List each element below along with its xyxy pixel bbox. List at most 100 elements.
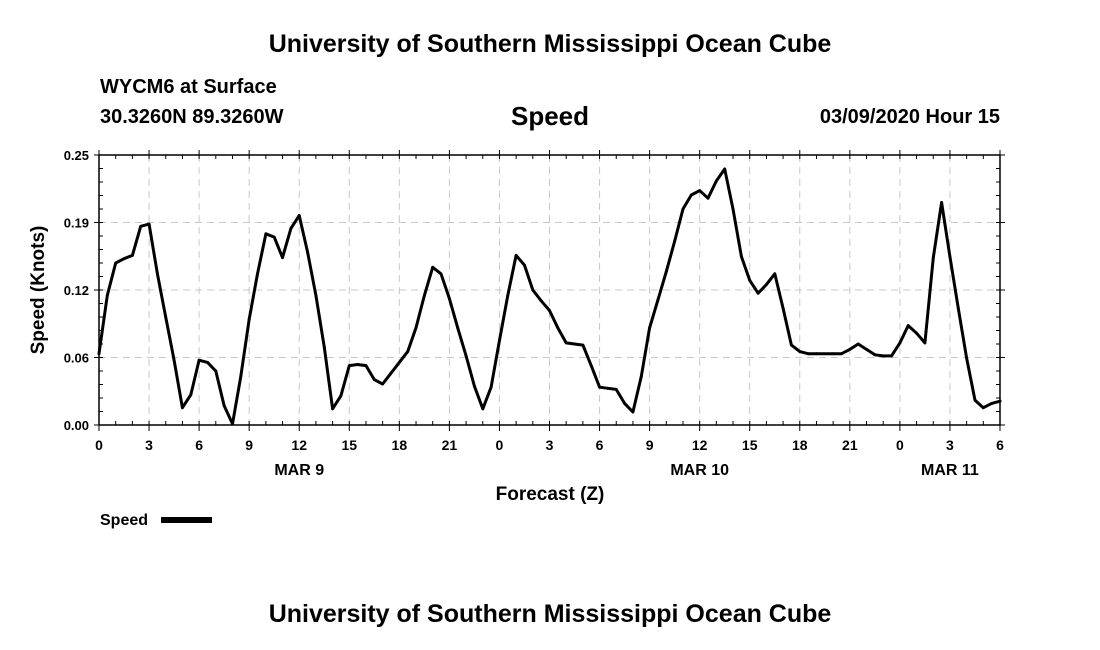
speed-data-point <box>740 255 743 258</box>
speed-data-point <box>815 352 818 356</box>
x-tick-label: 15 <box>742 437 758 453</box>
speed-data-point <box>606 386 610 390</box>
speed-data-point <box>973 398 977 402</box>
speed-data-point <box>990 402 994 405</box>
speed-data-point <box>706 196 710 200</box>
speed-data-point <box>431 265 435 269</box>
plot-frame <box>98 154 1001 426</box>
x-tick-label: 0 <box>95 437 103 453</box>
x-tick-label: 0 <box>496 437 504 453</box>
speed-data-point <box>331 407 334 411</box>
speed-data-point <box>131 254 134 257</box>
grid-lines <box>99 155 1000 425</box>
speed-data-point <box>840 352 843 356</box>
x-tick-label: 18 <box>392 437 408 453</box>
speed-data-point <box>473 384 476 388</box>
speed-data-point <box>97 352 101 356</box>
parameter-title: Speed <box>510 101 590 131</box>
speed-data-point <box>339 394 343 398</box>
speed-data-point <box>239 375 243 378</box>
speed-data-point <box>523 263 526 267</box>
x-tick-label: 6 <box>596 437 604 453</box>
x-tick-label: 12 <box>291 437 307 453</box>
x-tick-label: 3 <box>145 437 153 453</box>
speed-data-point <box>998 399 1002 403</box>
speed-data-point <box>848 348 852 351</box>
speed-data-point <box>414 326 418 330</box>
speed-data-point <box>873 353 877 357</box>
speed-data-point <box>139 224 143 228</box>
speed-data-point <box>581 343 585 347</box>
speed-data-point <box>765 283 768 286</box>
speed-data-point <box>831 352 835 356</box>
issued-time-label: 03/09/2020 Hour 15 <box>819 106 1000 128</box>
speed-data-point <box>347 364 351 367</box>
x-axis-title: Forecast (Z) <box>496 484 605 505</box>
speed-data-point <box>506 294 510 297</box>
speed-data-point <box>656 298 660 302</box>
speed-data-point <box>573 342 576 346</box>
speed-data-point <box>364 364 368 367</box>
speed-series-line <box>97 167 1002 426</box>
speed-data-point <box>423 294 426 297</box>
speed-data-point <box>297 214 301 217</box>
speed-data-point <box>790 343 793 347</box>
speed-data-point <box>306 250 309 254</box>
speed-data-point <box>498 339 501 343</box>
speed-data-point <box>906 324 910 327</box>
speed-data-point <box>231 422 234 426</box>
speed-data-point <box>247 317 251 321</box>
speed-data-point <box>539 299 543 303</box>
x-tick-label: 3 <box>946 437 954 453</box>
speed-data-point <box>531 288 535 292</box>
speed-data-point <box>589 364 593 367</box>
speed-data-point <box>172 358 176 362</box>
speed-data-point <box>156 272 159 276</box>
x-tick-label: 6 <box>195 437 203 453</box>
speed-data-point <box>940 201 943 204</box>
speed-data-point <box>448 297 451 300</box>
x-tick-label: 12 <box>692 437 708 453</box>
speed-data-point <box>748 278 752 282</box>
speed-data-point <box>189 393 193 397</box>
speed-data-point <box>881 354 885 358</box>
speed-data-point <box>464 354 468 358</box>
speed-data-point <box>322 345 326 349</box>
speed-data-point <box>489 385 493 389</box>
speed-data-point <box>564 341 568 345</box>
x-tick-label: 18 <box>792 437 808 453</box>
y-tick-label: 0.19 <box>64 216 89 231</box>
speed-data-point <box>122 257 126 261</box>
x-tick-label: 15 <box>341 437 357 453</box>
axis-labels: 0.00 0.06 0.12 0.19 0.25 0 3 6 9 12 15 18 21 0 3 6 9 12 15… <box>64 148 1004 479</box>
speed-data-point <box>264 232 268 236</box>
speed-data-point <box>715 179 718 183</box>
page-title: University of Southern Mississippi Ocean… <box>268 30 832 58</box>
speed-data-point <box>372 378 376 381</box>
speed-data-point <box>664 270 668 273</box>
speed-data-point <box>698 189 702 193</box>
speed-data-point <box>631 410 635 414</box>
speed-data-point <box>114 261 118 265</box>
y-tick-label: 0.12 <box>64 283 89 298</box>
speed-data-point <box>381 382 384 386</box>
speed-data-point <box>598 385 601 389</box>
speed-data-point <box>514 254 518 257</box>
speed-data-point <box>181 406 184 410</box>
y-tick-label: 0.25 <box>64 148 89 163</box>
speed-data-point <box>956 307 960 310</box>
legend-label: Speed <box>100 512 148 529</box>
speed-data-point <box>389 371 393 375</box>
speed-data-point <box>222 404 226 407</box>
speed-data-point <box>105 294 109 297</box>
speed-data-point <box>756 291 760 295</box>
series-layer <box>97 167 1002 426</box>
speed-data-point <box>556 326 560 330</box>
speed-data-point <box>948 255 952 258</box>
speed-data-point <box>731 207 735 211</box>
speed-data-point <box>289 227 293 230</box>
speed-data-point <box>798 350 802 353</box>
speed-data-point <box>623 402 626 405</box>
x-tick-label: 21 <box>442 437 458 453</box>
